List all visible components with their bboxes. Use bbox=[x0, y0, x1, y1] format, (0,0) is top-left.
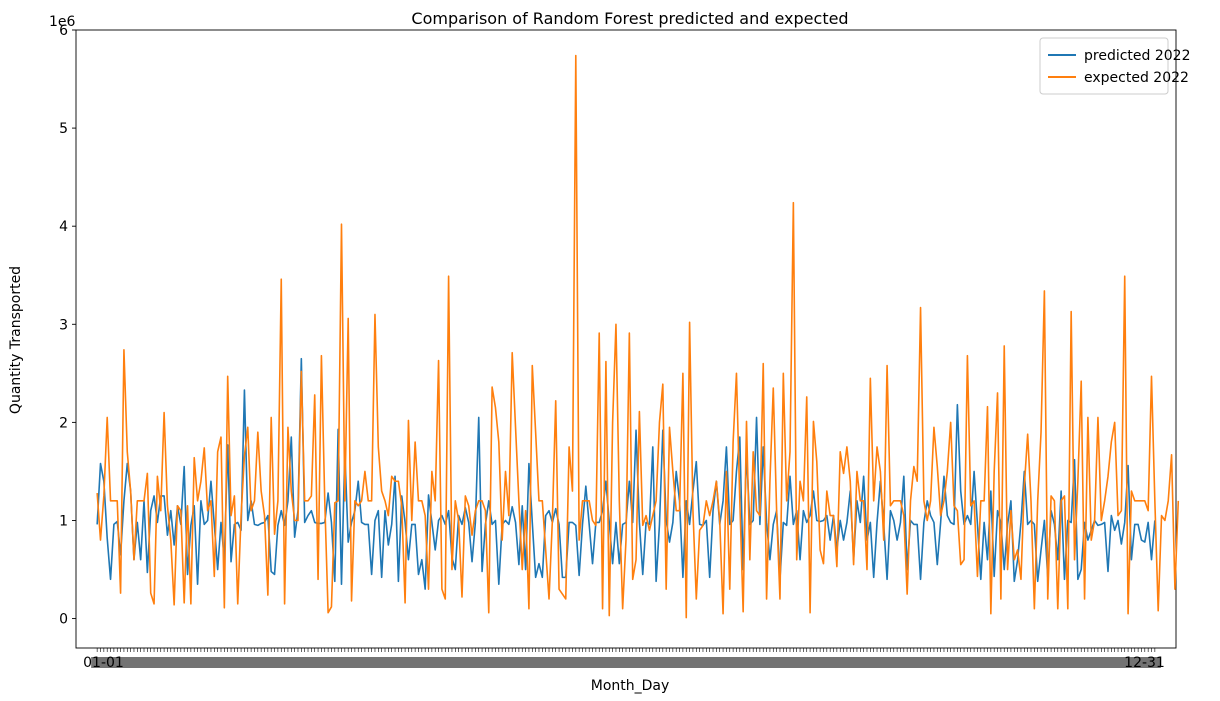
y-axis-label: Quantity Transported bbox=[8, 266, 24, 414]
x-tick-label-band bbox=[91, 657, 1161, 668]
x-tick-label-last: 12-31 bbox=[1124, 655, 1165, 671]
y-axis: 0 1 2 3 4 5 6 bbox=[59, 23, 76, 628]
y-axis-offset-label: 1e6 bbox=[49, 14, 76, 30]
y-tick-label: 1 bbox=[59, 513, 68, 529]
chart-title: Comparison of Random Forest predicted an… bbox=[411, 9, 848, 28]
y-tick-label: 4 bbox=[59, 219, 68, 235]
legend-label-2: expected 2022 bbox=[1084, 70, 1189, 86]
y-tick-label: 6 bbox=[59, 23, 68, 39]
x-axis-label: Month_Day bbox=[591, 678, 670, 694]
y-tick-label: 2 bbox=[59, 415, 68, 431]
legend: predicted 2022 expected 2022 bbox=[1039, 37, 1191, 95]
y-tick-label: 3 bbox=[59, 317, 68, 333]
legend-label-1: predicted 2022 bbox=[1084, 48, 1191, 64]
x-tick-label-first: 01-01 bbox=[83, 655, 124, 671]
y-tick-label: 5 bbox=[59, 121, 68, 137]
series-layer bbox=[96, 54, 1180, 619]
x-axis: 01-01 12-31 bbox=[83, 648, 1165, 671]
legend-box bbox=[1039, 37, 1169, 95]
y-tick-label: 0 bbox=[59, 612, 68, 628]
series-line-2 bbox=[96, 54, 1180, 619]
x-tick-marks bbox=[96, 648, 1156, 652]
